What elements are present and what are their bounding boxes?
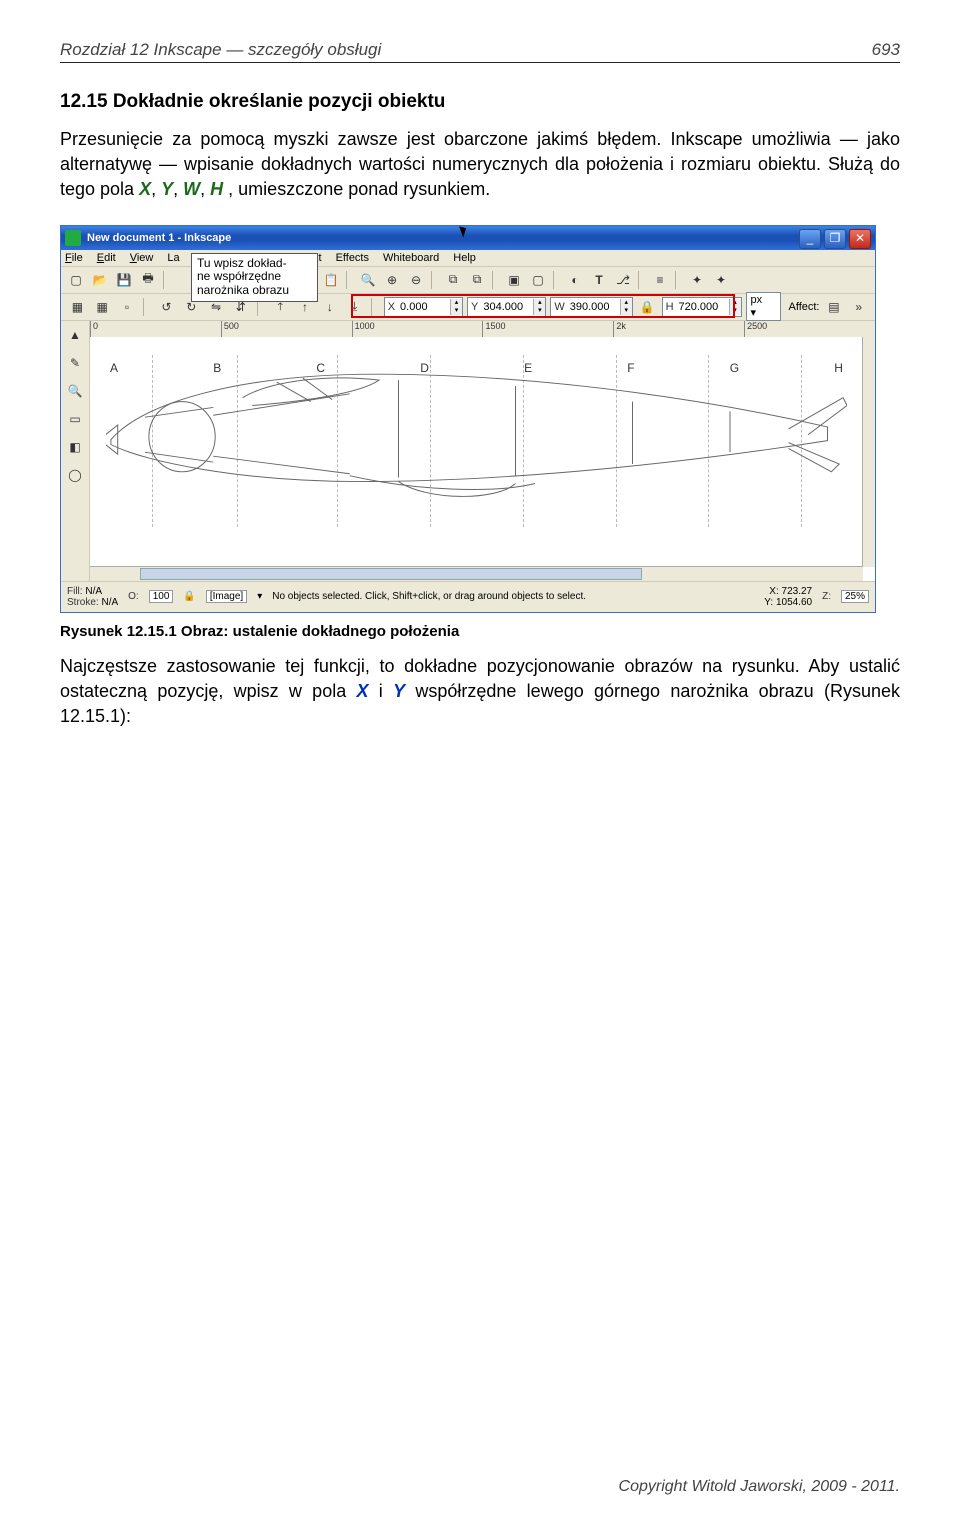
status-message: No objects selected. Click, Shift+click,… <box>272 591 754 602</box>
lock-icon[interactable]: 🔒 <box>637 296 658 318</box>
paragraph-2: Najczęstsze zastosowanie tej funkcji, to… <box>60 654 900 730</box>
zoom-field[interactable]: 25% <box>841 590 869 603</box>
lower-bottom-icon[interactable]: ⤓ <box>344 296 365 318</box>
group-icon[interactable]: ▣ <box>503 269 525 291</box>
menu-effects[interactable]: Effects <box>336 252 369 264</box>
chapter-title: Rozdział 12 Inkscape — szczegóły obsługi <box>60 40 381 59</box>
stroke-value: N/A <box>101 597 118 608</box>
h-input[interactable] <box>677 299 729 315</box>
fill-value: N/A <box>85 586 102 597</box>
page-number: 693 <box>872 40 900 60</box>
paste-icon[interactable]: 📋 <box>320 269 342 291</box>
window-titlebar: New document 1 - Inkscape _ ❐ ✕ <box>61 226 875 250</box>
field-ref-h: H <box>210 179 223 199</box>
inkscape-screenshot: New document 1 - Inkscape _ ❐ ✕ FFileile… <box>60 225 876 613</box>
select-layer-icon[interactable]: ▦ <box>92 296 113 318</box>
ruler-horizontal: 0 500 1000 1500 2k 2500 <box>90 321 875 338</box>
field-ref-x-2: X <box>356 681 368 701</box>
prefs-icon[interactable]: ✦ <box>686 269 708 291</box>
paragraph-1: Przesunięcie za pomocą myszki zawsze jes… <box>60 127 900 203</box>
new-icon[interactable]: ▢ <box>65 269 87 291</box>
lock-layer-icon[interactable]: 🔒 <box>183 591 195 602</box>
field-ref-y: Y <box>161 179 173 199</box>
x-field[interactable]: X ▴▾ <box>384 297 463 317</box>
app-icon <box>65 230 81 246</box>
select-all-icon[interactable]: ▦ <box>67 296 88 318</box>
canvas[interactable]: A B C D E F G H <box>90 337 863 567</box>
more-icon[interactable]: » <box>848 296 869 318</box>
layer-selector[interactable]: [Image] <box>206 590 247 603</box>
status-bar: Fill: N/A Stroke: N/A O: 100 🔒 [Image] ▾… <box>61 581 875 612</box>
y-field[interactable]: Y ▴▾ <box>467 297 546 317</box>
zoom-icon[interactable]: 🔍 <box>357 269 379 291</box>
close-button[interactable]: ✕ <box>849 229 871 249</box>
layer-dropdown-icon[interactable]: ▾ <box>257 591 262 602</box>
main-toolbar: ▢ 📂 💾 🖶 ✂ 📋 🔍 ⊕ ⊖ ⧉ ⧉ ▣ ▢ ◐ T ⎇ ≡ ✦ <box>61 267 875 294</box>
zoom-in-icon[interactable]: ⊕ <box>381 269 403 291</box>
zoom-out-icon[interactable]: ⊖ <box>405 269 427 291</box>
airplane-drawing <box>106 347 847 532</box>
x-input[interactable] <box>398 299 450 315</box>
field-ref-w: W <box>183 179 200 199</box>
field-ref-y-2: Y <box>393 681 405 701</box>
xml-icon[interactable]: ⎇ <box>612 269 634 291</box>
window-title: New document 1 - Inkscape <box>87 232 231 244</box>
text-icon[interactable]: T <box>588 269 610 291</box>
fill-icon[interactable]: ◐ <box>564 269 586 291</box>
para1-text-2: , umieszczone ponad rysunkiem. <box>228 179 490 199</box>
ellipse-tool-icon[interactable]: ◯ <box>61 461 89 489</box>
deselect-icon[interactable]: ▫ <box>117 296 138 318</box>
y-input[interactable] <box>481 299 533 315</box>
section-heading: 12.15 Dokładnie określanie pozycji obiek… <box>60 91 900 113</box>
page-header: Rozdział 12 Inkscape — szczegóły obsługi… <box>60 40 900 63</box>
units-select[interactable]: px ▾ <box>746 292 781 321</box>
w-field[interactable]: W ▴▾ <box>550 297 632 317</box>
menu-view[interactable]: View <box>130 252 154 264</box>
maximize-button[interactable]: ❐ <box>824 229 846 249</box>
canvas-area: 0 500 1000 1500 2k 2500 A B C D E F <box>90 321 875 581</box>
selector-tool-icon[interactable]: ▲ <box>61 321 89 349</box>
callout-box: Tu wpisz dokład- ne współrzędne narożnik… <box>191 253 318 302</box>
clone-icon[interactable]: ⧉ <box>466 269 488 291</box>
menu-help[interactable]: Help <box>453 252 476 264</box>
ungroup-icon[interactable]: ▢ <box>527 269 549 291</box>
page-footer: Copyright Witold Jaworski, 2009 - 2011. <box>619 1478 900 1496</box>
figure-caption: Rysunek 12.15.1 Obraz: ustalenie dokładn… <box>60 623 900 640</box>
field-ref-x: X <box>139 179 151 199</box>
w-input[interactable] <box>568 299 620 315</box>
print-icon[interactable]: 🖶 <box>137 269 159 291</box>
affect-label: Affect: <box>789 301 820 313</box>
rotate-ccw-icon[interactable]: ↺ <box>156 296 177 318</box>
scrollbar-vertical[interactable] <box>862 337 875 567</box>
minimize-button[interactable]: _ <box>799 229 821 249</box>
menu-whiteboard[interactable]: Whiteboard <box>383 252 439 264</box>
zoom-tool-icon[interactable]: 🔍 <box>61 377 89 405</box>
scrollbar-horizontal[interactable] <box>90 566 863 581</box>
save-icon[interactable]: 💾 <box>113 269 135 291</box>
cursor-y: Y: 1054.60 <box>764 597 812 608</box>
cursor-x: X: 723.27 <box>764 586 812 597</box>
opacity-field[interactable]: 100 <box>149 590 174 603</box>
open-icon[interactable]: 📂 <box>89 269 111 291</box>
duplicate-icon[interactable]: ⧉ <box>442 269 464 291</box>
docprops-icon[interactable]: ✦ <box>710 269 732 291</box>
align-icon[interactable]: ≡ <box>649 269 671 291</box>
3dbox-tool-icon[interactable]: ◧ <box>61 433 89 461</box>
menu-file[interactable]: FFileile <box>65 252 83 264</box>
h-field[interactable]: H ▴▾ <box>662 297 742 317</box>
menu-layer[interactable]: La <box>167 252 179 264</box>
menu-edit[interactable]: Edit <box>97 252 116 264</box>
work-area: ▲ ✎ 🔍 ▭ ◧ ◯ 0 500 1000 1500 2k 2500 <box>61 321 875 581</box>
node-tool-icon[interactable]: ✎ <box>61 349 89 377</box>
tool-controls-bar: ▦ ▦ ▫ ↺ ↻ ⇋ ⇵ ⤒ ↑ ↓ ⤓ X ▴▾ Y ▴▾ <box>61 294 875 321</box>
left-toolbox: ▲ ✎ 🔍 ▭ ◧ ◯ <box>61 321 90 581</box>
affect-icon[interactable]: ▤ <box>823 296 844 318</box>
rect-tool-icon[interactable]: ▭ <box>61 405 89 433</box>
lower-icon[interactable]: ↓ <box>319 296 340 318</box>
scrollbar-thumb[interactable] <box>140 568 642 580</box>
